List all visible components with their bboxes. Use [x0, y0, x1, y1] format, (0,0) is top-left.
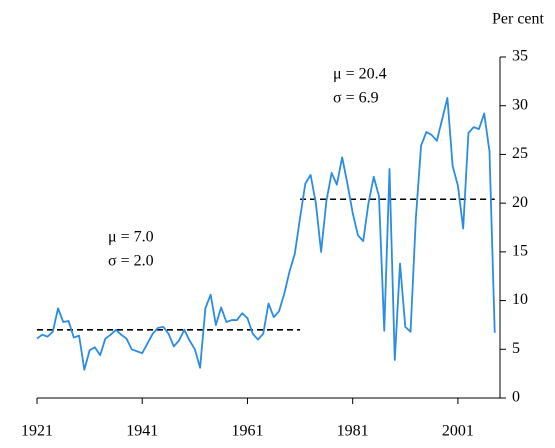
y-tick-label: 15 [512, 243, 528, 260]
annotation: μ = 20.4 [333, 66, 387, 83]
y-tick-label: 10 [512, 291, 528, 308]
y-tick-label: 25 [512, 145, 528, 162]
y-axis-label: Per cent [492, 11, 545, 28]
x-tick-label: 2001 [442, 423, 474, 440]
y-tick-label: 5 [512, 340, 520, 357]
annotation: σ = 2.0 [108, 253, 154, 270]
x-tick-label: 1941 [126, 423, 158, 440]
y-tick-label: 30 [512, 96, 528, 113]
x-tick-label: 1921 [21, 423, 53, 440]
y-tick-label: 35 [512, 48, 528, 65]
x-tick-label: 1981 [337, 423, 369, 440]
y-tick-label: 0 [512, 389, 520, 406]
x-tick-label: 1961 [231, 423, 263, 440]
annotation: μ = 7.0 [108, 229, 154, 246]
y-tick-label: 20 [512, 194, 528, 211]
annotation: σ = 6.9 [333, 90, 379, 107]
data-line [36, 97, 496, 371]
